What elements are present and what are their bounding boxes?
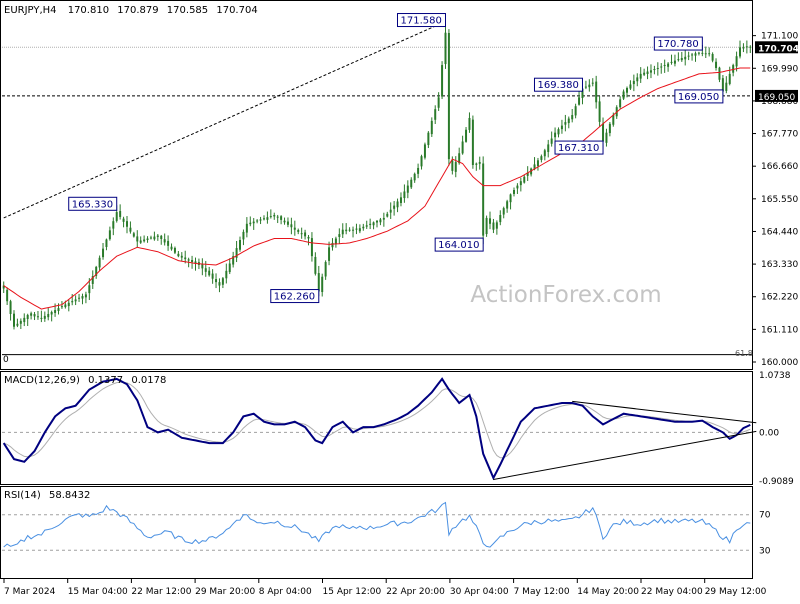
annotation-label: 162.260 [274, 292, 315, 303]
rsi-reference-lines [2, 514, 752, 551]
time-tick-label: 30 Apr 04:00 [450, 587, 509, 597]
rsi-series [3, 501, 751, 548]
time-tick-label: 15 Apr 12:00 [323, 587, 382, 597]
annotation-label: 169.380 [537, 80, 578, 91]
price-tick-label: 169.990 [761, 64, 798, 74]
diagonal-trendline [3, 21, 446, 219]
hline-price-label: 169.050 [758, 93, 795, 103]
current-price-label: 170.704 [758, 44, 799, 54]
annotation-label: 165.330 [72, 199, 113, 210]
macd-series [2, 377, 757, 481]
annotation-box [554, 140, 604, 155]
rsi-tick-label: 70 [759, 511, 771, 521]
price-annotation: 169.380 [533, 77, 583, 92]
rsi-axis: 70 30 [759, 511, 771, 557]
time-tick-label: 29 May 12:00 [705, 587, 767, 597]
price-tick-label: 166.660 [761, 162, 798, 172]
symbol-label: EURJPY,H4 [4, 5, 57, 16]
rsi-line [3, 501, 751, 548]
annotation-label: 164.010 [438, 240, 479, 251]
price-annotation: 167.310 [554, 140, 604, 155]
ohlc-low: 170.585 [167, 5, 208, 16]
price-annotation: 162.260 [270, 289, 320, 304]
annotation-label: 169.050 [678, 92, 719, 103]
rsi-panel-frame [0, 486, 753, 579]
price-tick-label: 164.440 [761, 227, 798, 237]
time-tick-label: 7 Mar 2024 [4, 587, 56, 597]
annotation-box [533, 77, 583, 92]
price-panel-frame [0, 0, 753, 370]
macd-tick-label: 0.00 [759, 428, 779, 438]
moving-average-line [3, 67, 751, 310]
annotation-label: 170.780 [657, 39, 698, 50]
current-price-box [755, 41, 798, 54]
time-tick-label: 15 Mar 04:00 [68, 587, 128, 597]
ohlc-open: 170.810 [68, 5, 109, 16]
price-annotation: 171.580 [396, 13, 446, 28]
macd-tick-label: 1.0738 [759, 371, 791, 381]
time-tick-label: 8 Apr 04:00 [259, 587, 312, 597]
hline-price-box [755, 89, 798, 102]
annotation-box [653, 36, 703, 51]
macd-signal-line [3, 381, 751, 459]
fib-level-label: 61.8 [735, 349, 753, 358]
annotation-label: 167.310 [558, 143, 599, 154]
candlestick-series [2, 21, 752, 330]
price-tick-label: 165.550 [761, 195, 798, 205]
price-tick-label: 171.100 [761, 32, 798, 42]
macd-signal-value: 0.0178 [131, 375, 166, 386]
macd-header: MACD(12,26,9) 0.1377 0.0178 [4, 375, 166, 386]
time-tick-label: 22 Apr 20:00 [386, 587, 445, 597]
time-tick-label: 22 Mar 12:00 [131, 587, 191, 597]
price-tick-label: 163.330 [761, 260, 798, 270]
price-tick-label: 162.220 [761, 293, 798, 303]
macd-label: MACD(12,26,9) [4, 375, 80, 386]
macd-axis: 1.0738 0.00 -0.9089 [759, 371, 794, 487]
price-annotation: 164.010 [434, 237, 484, 252]
price-trendline [3, 21, 446, 219]
annotation-box [68, 196, 118, 211]
annotation-box [434, 237, 484, 252]
ohlc-high: 170.879 [117, 5, 158, 16]
rsi-label: RSI(14) [4, 490, 41, 501]
rsi-tick-label: 30 [759, 546, 771, 556]
zero-level-label: 0 [3, 355, 9, 365]
annotation-box [270, 289, 320, 304]
time-tick-label: 14 May 20:00 [577, 587, 639, 597]
macd-lower-trendline [493, 430, 757, 480]
macd-tick-label: -0.9089 [759, 477, 794, 487]
price-annotation: 169.050 [674, 89, 724, 104]
watermark: ActionForex.com [470, 282, 661, 308]
macd-panel-frame [0, 371, 753, 485]
annotation-box [396, 13, 446, 28]
macd-upper-trendline [572, 400, 757, 424]
chart-header: EURJPY,H4 170.810 170.879 170.585 170.70… [4, 5, 258, 16]
macd-line [2, 377, 751, 481]
rsi-value: 58.8432 [49, 490, 90, 501]
price-tick-label: 161.110 [761, 325, 798, 335]
price-axis: 171.100169.990168.880167.770166.660165.5… [752, 32, 799, 368]
time-tick-label: 22 May 04:00 [641, 587, 703, 597]
time-tick-label: 29 Mar 20:00 [195, 587, 255, 597]
price-tick-label: 160.000 [761, 358, 798, 368]
moving-average-layer [3, 67, 751, 310]
price-annotation: 170.780 [653, 36, 703, 51]
annotation-box [674, 89, 724, 104]
annotation-label: 171.580 [400, 16, 441, 27]
price-tick-label: 167.770 [761, 130, 798, 140]
ohlc-close: 170.704 [216, 5, 257, 16]
time-axis: 7 Mar 2024 15 Mar 04:00 22 Mar 12:00 29 Mar… [3, 579, 767, 597]
time-tick-label: 7 May 12:00 [514, 587, 570, 597]
rsi-header: RSI(14) 58.8432 [4, 490, 90, 501]
macd-value: 0.1377 [88, 375, 123, 386]
price-annotation: 165.330 [68, 196, 118, 211]
price-annotations: 171.580 165.330 162.260 164.010 169.380 167.3… [68, 13, 724, 304]
